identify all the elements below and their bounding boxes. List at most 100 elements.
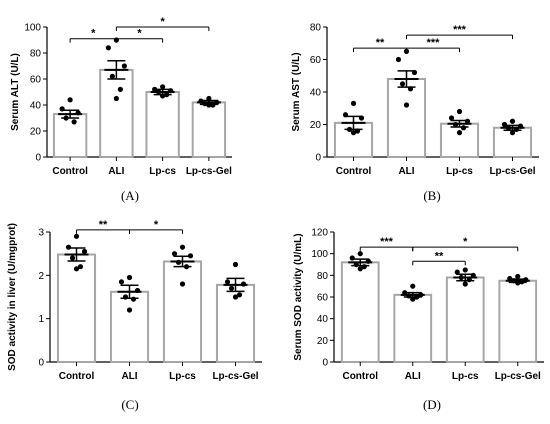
panel-a-category-label: Lp-cs <box>149 166 176 177</box>
panel-a-y-tick-label: 100 <box>24 23 41 34</box>
panel-d-data-point <box>454 269 460 275</box>
panel-d-data-point <box>402 290 408 296</box>
panel-d-bar <box>340 261 380 364</box>
panel-a-data-point <box>59 106 65 112</box>
panel-b-data-point <box>501 121 508 128</box>
panel-d-data-point <box>418 292 424 298</box>
panel-d-data-point <box>507 275 513 282</box>
panel-c-data-point <box>130 296 137 302</box>
panel-d-y-tick-label: 100 <box>311 249 328 260</box>
panel-a-data-point <box>164 92 170 98</box>
panel-c-data-point <box>232 294 239 300</box>
panel-c-data-point <box>122 294 129 300</box>
panel-a-data-point <box>113 95 119 102</box>
panel-a-y-tick-label: 0 <box>35 153 41 164</box>
panel-a-data-point <box>168 88 174 94</box>
panel-c-sig-label: * <box>154 219 159 231</box>
panel-b-data-point <box>505 125 512 131</box>
panel-c-y-axis-title: SOD activity in liver (U/mgprot) <box>7 223 18 371</box>
panel-d-bar <box>393 293 433 364</box>
panel-a-sig-label: * <box>91 28 96 40</box>
panel-c-y-tick-label: 0 <box>38 358 44 369</box>
panel-c-y-tick-label: 1 <box>38 314 44 325</box>
panel-d-data-point <box>353 261 359 268</box>
panel-a-data-point <box>117 86 123 92</box>
panel-b-category-label: ALI <box>398 166 414 177</box>
panel-d-sig-label: *** <box>380 236 394 248</box>
panel-d-data-point <box>406 293 412 299</box>
panel-c-data-point <box>69 255 76 261</box>
panel-c-data-point <box>236 292 243 298</box>
panel-d-data-point <box>410 283 416 289</box>
panel-d-data-point <box>349 255 355 261</box>
panel-c-category-label: Lp-cs <box>169 371 196 382</box>
panel-d-y-tick-label: 60 <box>317 293 329 304</box>
panel-a-y-tick-label: 80 <box>30 49 42 60</box>
panel-a-y-axis-title: Serum ALT (U/L) <box>10 53 21 131</box>
panel-b-data-point <box>464 118 471 124</box>
panel-b-data-point <box>448 115 455 121</box>
panel-b-data-point <box>517 123 524 129</box>
panel-b-data-point <box>354 128 361 134</box>
panel-c-category-label: Control <box>59 371 95 382</box>
panel-a-data-point <box>214 99 220 105</box>
panel-a-category-label: ALI <box>108 166 124 177</box>
panel-b-data-point <box>350 100 357 106</box>
panel-a-data-point <box>198 98 204 104</box>
panel-a-data-point <box>63 115 69 121</box>
panel-b-y-axis-title: Serum AST (U/L) <box>291 52 302 131</box>
panel-a-data-point <box>75 110 81 116</box>
panel-c-data-point <box>126 274 133 281</box>
panel-a-data-point <box>210 102 216 108</box>
panel-a-sig-label: * <box>160 16 165 28</box>
panel-d-category-label: Lp-cs-Gel <box>495 371 541 382</box>
panel-b-data-point <box>456 130 463 136</box>
panel-a-sig-label: * <box>137 28 142 40</box>
panel-a-data-point <box>206 102 212 108</box>
panel-c-data-point <box>179 244 186 250</box>
panel-b-data-point <box>411 69 418 76</box>
panel-a-y-tick-label: 60 <box>30 75 42 86</box>
panel-a-category-label: Lp-cs-Gel <box>186 166 232 177</box>
panel-b-y-tick-label: 60 <box>310 55 322 66</box>
panel-a-data-point <box>109 73 115 79</box>
panel-d-data-point <box>519 279 525 285</box>
panel-a-label: (A) <box>121 188 139 203</box>
panel-b-y-tick-label: 80 <box>310 23 322 34</box>
panel-c-data-point <box>240 281 247 287</box>
panel-c-data-point <box>179 281 186 287</box>
panel-c-y-tick-label: 3 <box>38 228 44 239</box>
panel-d-category-label: ALI <box>405 371 421 382</box>
panel-c-data-point <box>183 264 190 270</box>
panel-d-data-point <box>515 273 521 280</box>
panel-a-bar <box>191 101 227 158</box>
panel-c-data-point <box>134 287 141 294</box>
panel-b-data-point <box>513 126 520 132</box>
panel-b-sig-label: *** <box>453 24 467 36</box>
panel-d-y-axis-title: Serum SOD activity (U/mL) <box>293 233 304 360</box>
panel-d-data-point <box>470 272 476 278</box>
panel-d-data-point <box>466 277 472 283</box>
panel-c-data-point <box>126 307 133 313</box>
panel-b-label: (B) <box>423 188 440 203</box>
panel-b-data-point <box>456 108 463 115</box>
panel-b-sig-label: *** <box>427 37 441 49</box>
panel-c-data-point <box>77 264 84 270</box>
panel-c-data-point <box>175 259 182 265</box>
panel-b-data-point <box>407 86 414 92</box>
panel-c-y-tick-label: 2 <box>38 271 44 282</box>
panel-b-data-point <box>460 125 467 131</box>
panel-b-category-label: Lp-cs <box>446 166 473 177</box>
panel-d-sig-label: ** <box>435 250 444 262</box>
panel-b-data-point <box>346 126 353 132</box>
panel-d-y-tick-label: 120 <box>311 228 328 239</box>
panel-a-data-point <box>156 89 162 95</box>
panel-a-data-point <box>206 95 212 102</box>
panel-a-bar <box>99 68 134 158</box>
panel-b-data-point <box>452 121 459 128</box>
panel-b-data-point <box>395 56 402 63</box>
panel-b-y-tick-label: 40 <box>310 88 322 99</box>
panel-c-bar <box>109 290 150 363</box>
panel-b-category-label: Control <box>336 166 372 177</box>
